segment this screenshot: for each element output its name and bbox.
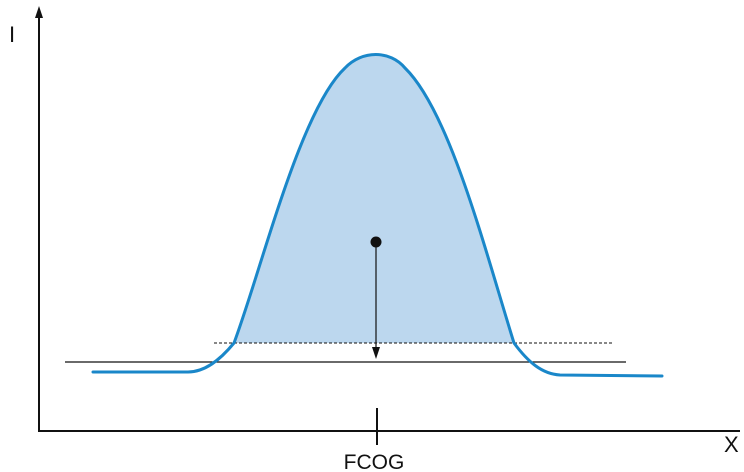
center-of-gravity-point bbox=[371, 237, 382, 248]
projection-arrowhead bbox=[372, 347, 380, 359]
y-axis-arrowhead bbox=[35, 6, 43, 18]
y-axis-label: I bbox=[9, 22, 15, 47]
fcog-label: FCOG bbox=[344, 451, 405, 472]
shaded-area bbox=[234, 55, 514, 344]
x-axis-label: X bbox=[724, 432, 739, 457]
